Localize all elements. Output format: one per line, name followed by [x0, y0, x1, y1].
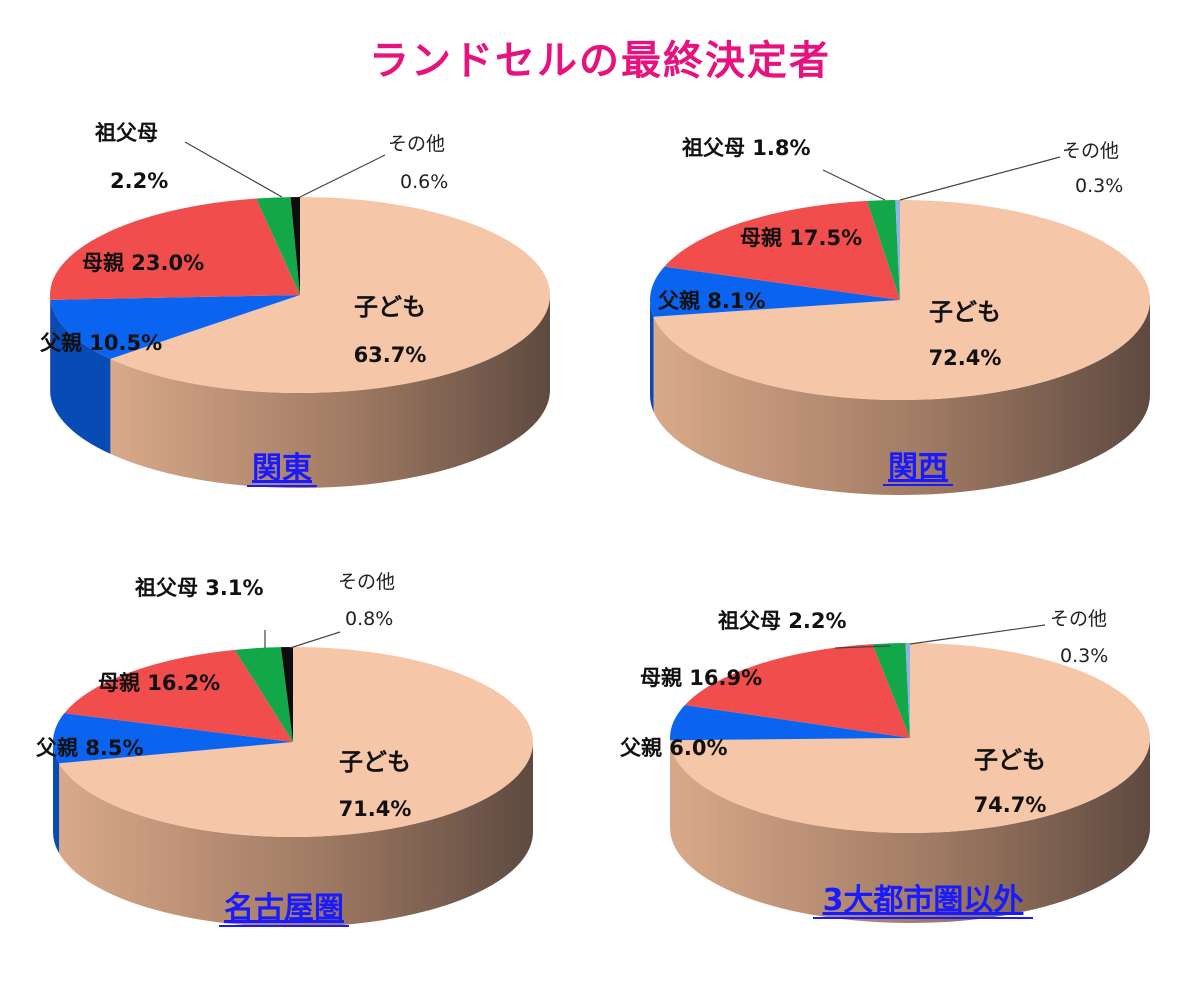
leader-line-other — [289, 631, 341, 649]
pie-chart-kanto: 子ども 63.7% 父親 10.5% 母親 23.0% 祖父母 2.2% その他 0.6% 関東 — [40, 121, 551, 488]
slice-other — [290, 197, 300, 295]
leader-line-grandparents — [834, 645, 891, 649]
pie-top — [670, 643, 1150, 833]
pie-side — [650, 300, 1150, 495]
region-label[interactable]: 名古屋圏 — [224, 891, 344, 926]
label-mother: 母親 17.5% — [740, 226, 862, 250]
slice-mother — [64, 649, 293, 742]
value-label-child: 71.4% — [339, 797, 412, 821]
slice-other — [905, 643, 910, 738]
label-mother: 母親 23.0% — [82, 251, 204, 275]
chart-title: ランドセルの最終決定者 — [369, 38, 831, 84]
leader-line-other — [899, 156, 1061, 201]
label-child: 子ども — [929, 298, 1001, 326]
label-child: 子ども — [339, 748, 411, 776]
leader-line-grandparents — [184, 141, 283, 198]
pie-top — [50, 197, 551, 393]
slice-father — [650, 266, 900, 317]
slice-child — [110, 197, 551, 393]
label-grandparents: 祖父母 1.8% — [681, 136, 811, 160]
label-grandparents: 祖父母 2.2% — [717, 609, 847, 633]
pie-side-father — [650, 300, 654, 412]
slice-mother — [684, 644, 910, 738]
pie-side-father — [53, 742, 60, 854]
value-label-other: 0.3% — [1060, 645, 1108, 667]
value-label-other: 0.8% — [345, 608, 393, 630]
slice-child — [653, 200, 1150, 400]
slice-father — [52, 713, 293, 764]
label-grandparents: 祖父母 — [94, 121, 158, 145]
label-other: その他 — [388, 133, 445, 155]
slice-mother — [50, 198, 300, 300]
pie-side-child — [59, 742, 533, 928]
value-label-grandparents: 2.2% — [110, 169, 168, 193]
pie-side — [670, 738, 1150, 923]
value-label-child: 63.7% — [354, 343, 427, 367]
value-label-other: 0.6% — [400, 171, 448, 193]
slice-child — [59, 647, 533, 837]
slice-grandparents — [256, 197, 300, 295]
slice-father — [670, 705, 910, 741]
slice-grandparents — [234, 647, 293, 742]
region-label[interactable]: 関東 — [252, 451, 312, 486]
slice-grandparents — [867, 200, 900, 300]
leader-line-other — [909, 624, 1046, 645]
label-mother: 母親 16.2% — [98, 671, 220, 695]
slice-other — [280, 647, 293, 742]
label-child: 子ども — [354, 293, 426, 321]
label-father: 父親 6.0% — [620, 736, 728, 760]
label-father: 父親 8.5% — [36, 736, 144, 760]
slice-other — [895, 200, 900, 300]
pie-side-child — [670, 738, 1150, 923]
pie-chart-other-areas: 子ども 74.7% 父親 6.0% 母親 16.9% 祖父母 2.2% その他 0.3% 3大… — [620, 608, 1150, 923]
label-father: 父親 10.5% — [40, 331, 162, 355]
value-label-other: 0.3% — [1075, 175, 1123, 197]
label-other: その他 — [1050, 608, 1107, 630]
label-father: 父親 8.1% — [658, 289, 766, 313]
pie-top — [650, 200, 1150, 400]
value-label-child: 74.7% — [974, 793, 1047, 817]
region-label[interactable]: 3大都市圏以外 — [823, 883, 1024, 918]
label-child: 子ども — [974, 746, 1046, 774]
pie-side — [53, 742, 533, 928]
label-mother: 母親 16.9% — [640, 666, 762, 690]
pie-side-child — [653, 300, 1150, 495]
pie-side — [50, 295, 551, 488]
pie-top — [52, 647, 533, 837]
slice-child — [670, 643, 1150, 833]
pie-side-father — [50, 299, 111, 454]
value-label-child: 72.4% — [929, 346, 1002, 370]
leader-line-grandparents — [822, 169, 886, 201]
slice-father — [50, 295, 300, 359]
leader-line-other — [299, 154, 386, 198]
pie-chart-nagoya: 子ども 71.4% 父親 8.5% 母親 16.2% 祖父母 3.1% その他 0.8% 名古… — [36, 571, 533, 928]
label-grandparents: 祖父母 3.1% — [134, 576, 264, 600]
slice-mother — [664, 200, 900, 300]
label-other: その他 — [338, 571, 395, 593]
region-label[interactable]: 関西 — [888, 450, 948, 485]
pie-chart-kansai: 子ども 72.4% 父親 8.1% 母親 17.5% 祖父母 1.8% その他 0.3% 関西 — [650, 136, 1150, 495]
label-other: その他 — [1062, 140, 1119, 162]
slice-grandparents — [872, 643, 910, 738]
pie-side-child — [110, 295, 551, 488]
